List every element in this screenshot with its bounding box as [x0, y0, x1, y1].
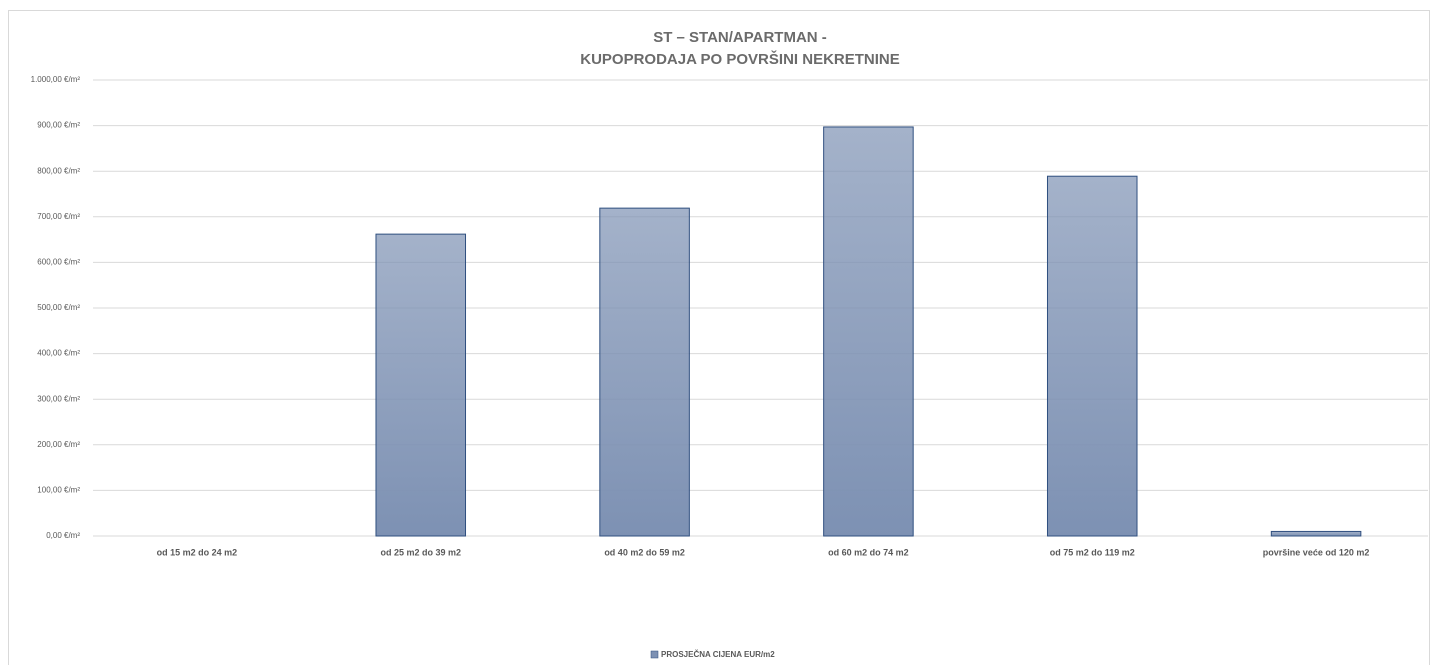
y-tick-label: 200,00 €/m² — [37, 440, 80, 449]
y-tick-label: 800,00 €/m² — [37, 166, 80, 175]
x-tick-label: od 25 m2 do 39 m2 — [380, 547, 461, 557]
bar — [823, 126, 914, 537]
chart-border — [8, 10, 1430, 665]
y-tick-label: 900,00 €/m² — [37, 121, 80, 130]
legend-swatch — [650, 650, 659, 659]
chart-title: ST – STAN/APARTMAN - — [653, 29, 827, 46]
x-tick-label: od 15 m2 do 24 m2 — [157, 547, 238, 557]
bar — [599, 207, 690, 537]
y-tick-label: 300,00 €/m² — [37, 394, 80, 403]
y-tick-label: 700,00 €/m² — [37, 212, 80, 221]
x-tick-label: od 75 m2 do 119 m2 — [1050, 547, 1135, 557]
x-tick-label: površine veće od 120 m2 — [1263, 547, 1370, 557]
legend-label: PROSJEČNA CIJENA EUR/m2 — [661, 650, 775, 659]
y-tick-label: 1.000,00 €/m² — [31, 75, 81, 84]
y-tick-label: 500,00 €/m² — [37, 303, 80, 312]
bar — [375, 233, 467, 537]
y-tick-label: 400,00 €/m² — [37, 349, 80, 358]
chart-title: KUPOPRODAJA PO POVRŠINI NEKRETNINE — [580, 50, 900, 68]
bar — [1270, 530, 1362, 537]
y-tick-label: 100,00 €/m² — [37, 486, 80, 495]
y-tick-label: 600,00 €/m² — [37, 258, 80, 267]
x-tick-label: od 60 m2 do 74 m2 — [828, 547, 909, 557]
bar — [1046, 175, 1138, 537]
x-tick-label: od 40 m2 do 59 m2 — [604, 547, 685, 557]
y-tick-label: 0,00 €/m² — [46, 531, 80, 540]
